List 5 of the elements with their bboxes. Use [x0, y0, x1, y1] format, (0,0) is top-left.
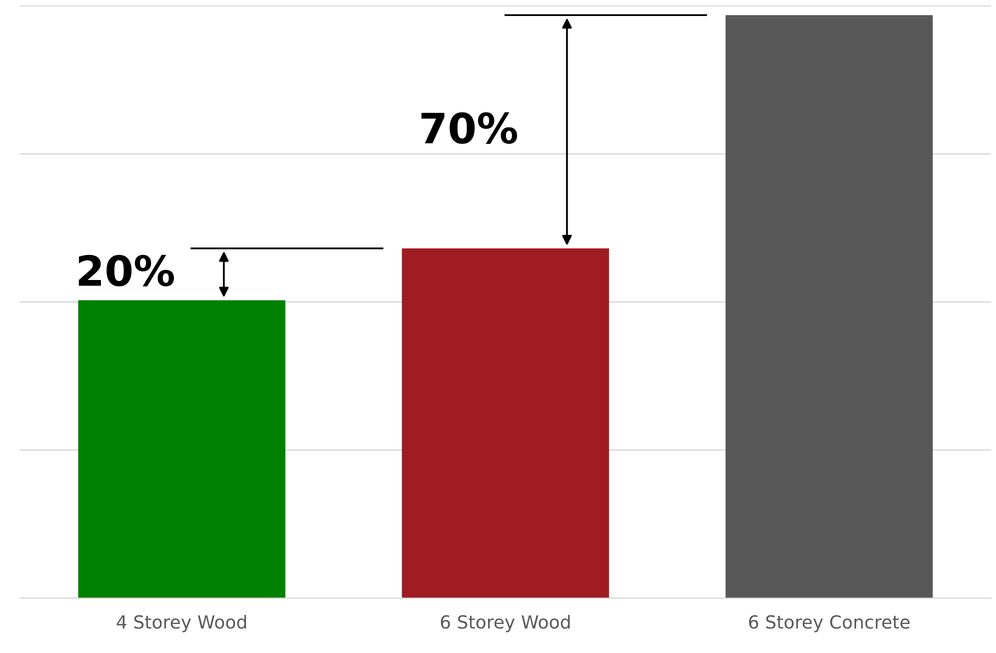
x-tick-label: 4 Storey Wood — [116, 614, 246, 632]
x-tick-label: 6 Storey Concrete — [749, 615, 910, 632]
x-tick-label: 6 Storey Wood — [440, 614, 570, 632]
annotation: 70% — [421, 112, 518, 144]
annotation: 20% — [78, 254, 174, 286]
